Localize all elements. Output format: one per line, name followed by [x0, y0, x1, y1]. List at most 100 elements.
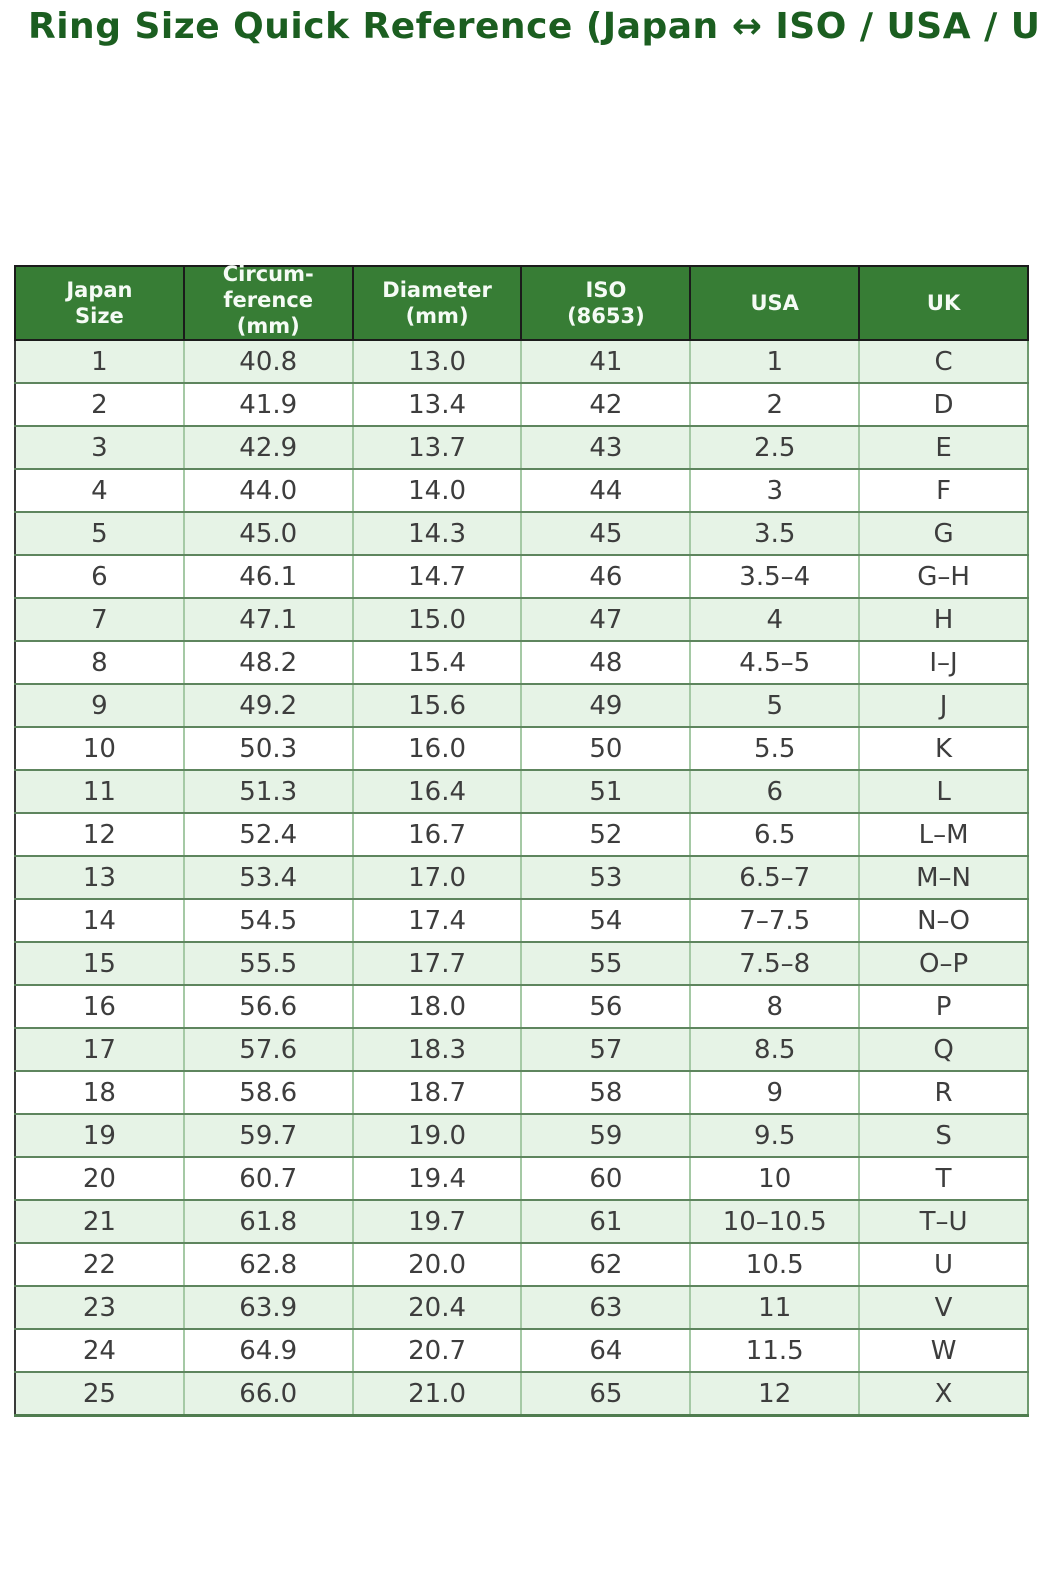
table-row: 12 52.4 16.7 52 6.5 L–M [14, 812, 1029, 857]
cell-iso-8653: 62 [520, 1242, 692, 1287]
cell-circumference-mm: 52.4 [182, 812, 354, 857]
cell-uk: S [858, 1113, 1029, 1158]
cell-uk: M–N [858, 855, 1029, 900]
cell-circumference-mm: 66.0 [182, 1371, 354, 1417]
cell-iso-8653: 46 [520, 554, 692, 599]
column-header-usa: USA [689, 265, 861, 341]
table-row: 7 47.1 15.0 47 4 H [14, 597, 1029, 642]
cell-uk: L [858, 769, 1029, 814]
column-header-circumference-mm: Circum-ference (mm) [182, 262, 354, 341]
cell-usa: 3 [689, 468, 861, 513]
cell-uk: T–U [858, 1199, 1029, 1244]
cell-iso-8653: 61 [520, 1199, 692, 1244]
cell-circumference-mm: 64.9 [182, 1328, 354, 1373]
cell-circumference-mm: 59.7 [182, 1113, 354, 1158]
table-row: 5 45.0 14.3 45 3.5 G [14, 511, 1029, 556]
cell-uk: X [858, 1371, 1029, 1417]
cell-usa: 3.5 [689, 511, 861, 556]
cell-japan-size: 9 [14, 683, 185, 728]
cell-iso-8653: 59 [520, 1113, 692, 1158]
cell-circumference-mm: 53.4 [182, 855, 354, 900]
cell-uk: E [858, 425, 1029, 470]
table-row: 17 57.6 18.3 57 8.5 Q [14, 1027, 1029, 1072]
cell-iso-8653: 41 [520, 339, 692, 384]
cell-usa: 8.5 [689, 1027, 861, 1072]
table-row: 14 54.5 17.4 54 7–7.5 N–O [14, 898, 1029, 943]
cell-uk: U [858, 1242, 1029, 1287]
cell-circumference-mm: 41.9 [182, 382, 354, 427]
cell-japan-size: 7 [14, 597, 185, 642]
cell-iso-8653: 51 [520, 769, 692, 814]
cell-iso-8653: 60 [520, 1156, 692, 1201]
table-row: 22 62.8 20.0 62 10.5 U [14, 1242, 1029, 1287]
table-row: 18 58.6 18.7 58 9 R [14, 1070, 1029, 1115]
cell-diameter-mm: 21.0 [351, 1371, 523, 1417]
cell-iso-8653: 45 [520, 511, 692, 556]
cell-circumference-mm: 63.9 [182, 1285, 354, 1330]
cell-circumference-mm: 61.8 [182, 1199, 354, 1244]
column-header-iso-8653: ISO (8653) [520, 265, 692, 341]
cell-circumference-mm: 49.2 [182, 683, 354, 728]
cell-iso-8653: 58 [520, 1070, 692, 1115]
cell-japan-size: 21 [14, 1199, 185, 1244]
cell-uk: J [858, 683, 1029, 728]
cell-japan-size: 10 [14, 726, 185, 771]
cell-diameter-mm: 19.7 [351, 1199, 523, 1244]
cell-diameter-mm: 17.0 [351, 855, 523, 900]
column-header-label: USA [750, 291, 799, 315]
cell-iso-8653: 48 [520, 640, 692, 685]
column-header-label: Circum-ference (mm) [222, 262, 314, 339]
cell-iso-8653: 42 [520, 382, 692, 427]
cell-diameter-mm: 15.6 [351, 683, 523, 728]
cell-uk: O–P [858, 941, 1029, 986]
cell-japan-size: 15 [14, 941, 185, 986]
table-row: 24 64.9 20.7 64 11.5 W [14, 1328, 1029, 1373]
cell-diameter-mm: 15.0 [351, 597, 523, 642]
cell-uk: Q [858, 1027, 1029, 1072]
cell-iso-8653: 43 [520, 425, 692, 470]
cell-usa: 1 [689, 339, 861, 384]
cell-circumference-mm: 54.5 [182, 898, 354, 943]
ring-size-table: Japan Size Circum-ference (mm) Diameter (mm) I… [14, 262, 1029, 1417]
cell-usa: 9 [689, 1070, 861, 1115]
table-row: 10 50.3 16.0 50 5.5 K [14, 726, 1029, 771]
cell-japan-size: 17 [14, 1027, 185, 1072]
cell-diameter-mm: 14.3 [351, 511, 523, 556]
cell-japan-size: 12 [14, 812, 185, 857]
cell-iso-8653: 44 [520, 468, 692, 513]
cell-diameter-mm: 18.7 [351, 1070, 523, 1115]
cell-circumference-mm: 50.3 [182, 726, 354, 771]
cell-uk: D [858, 382, 1029, 427]
cell-diameter-mm: 18.3 [351, 1027, 523, 1072]
cell-japan-size: 19 [14, 1113, 185, 1158]
cell-usa: 10.5 [689, 1242, 861, 1287]
cell-circumference-mm: 57.6 [182, 1027, 354, 1072]
cell-diameter-mm: 15.4 [351, 640, 523, 685]
cell-japan-size: 1 [14, 339, 185, 384]
cell-usa: 5.5 [689, 726, 861, 771]
cell-japan-size: 8 [14, 640, 185, 685]
cell-uk: F [858, 468, 1029, 513]
cell-japan-size: 18 [14, 1070, 185, 1115]
cell-iso-8653: 52 [520, 812, 692, 857]
cell-japan-size: 23 [14, 1285, 185, 1330]
cell-usa: 3.5–4 [689, 554, 861, 599]
cell-usa: 11.5 [689, 1328, 861, 1373]
cell-circumference-mm: 40.8 [182, 339, 354, 384]
table-row: 4 44.0 14.0 44 3 F [14, 468, 1029, 513]
cell-japan-size: 22 [14, 1242, 185, 1287]
cell-usa: 6.5–7 [689, 855, 861, 900]
cell-iso-8653: 55 [520, 941, 692, 986]
table-row: 23 63.9 20.4 63 11 V [14, 1285, 1029, 1330]
cell-japan-size: 6 [14, 554, 185, 599]
cell-circumference-mm: 55.5 [182, 941, 354, 986]
cell-circumference-mm: 60.7 [182, 1156, 354, 1201]
cell-diameter-mm: 13.4 [351, 382, 523, 427]
cell-japan-size: 2 [14, 382, 185, 427]
cell-uk: R [858, 1070, 1029, 1115]
table-row: 8 48.2 15.4 48 4.5–5 I–J [14, 640, 1029, 685]
cell-usa: 6 [689, 769, 861, 814]
cell-diameter-mm: 14.0 [351, 468, 523, 513]
cell-diameter-mm: 14.7 [351, 554, 523, 599]
